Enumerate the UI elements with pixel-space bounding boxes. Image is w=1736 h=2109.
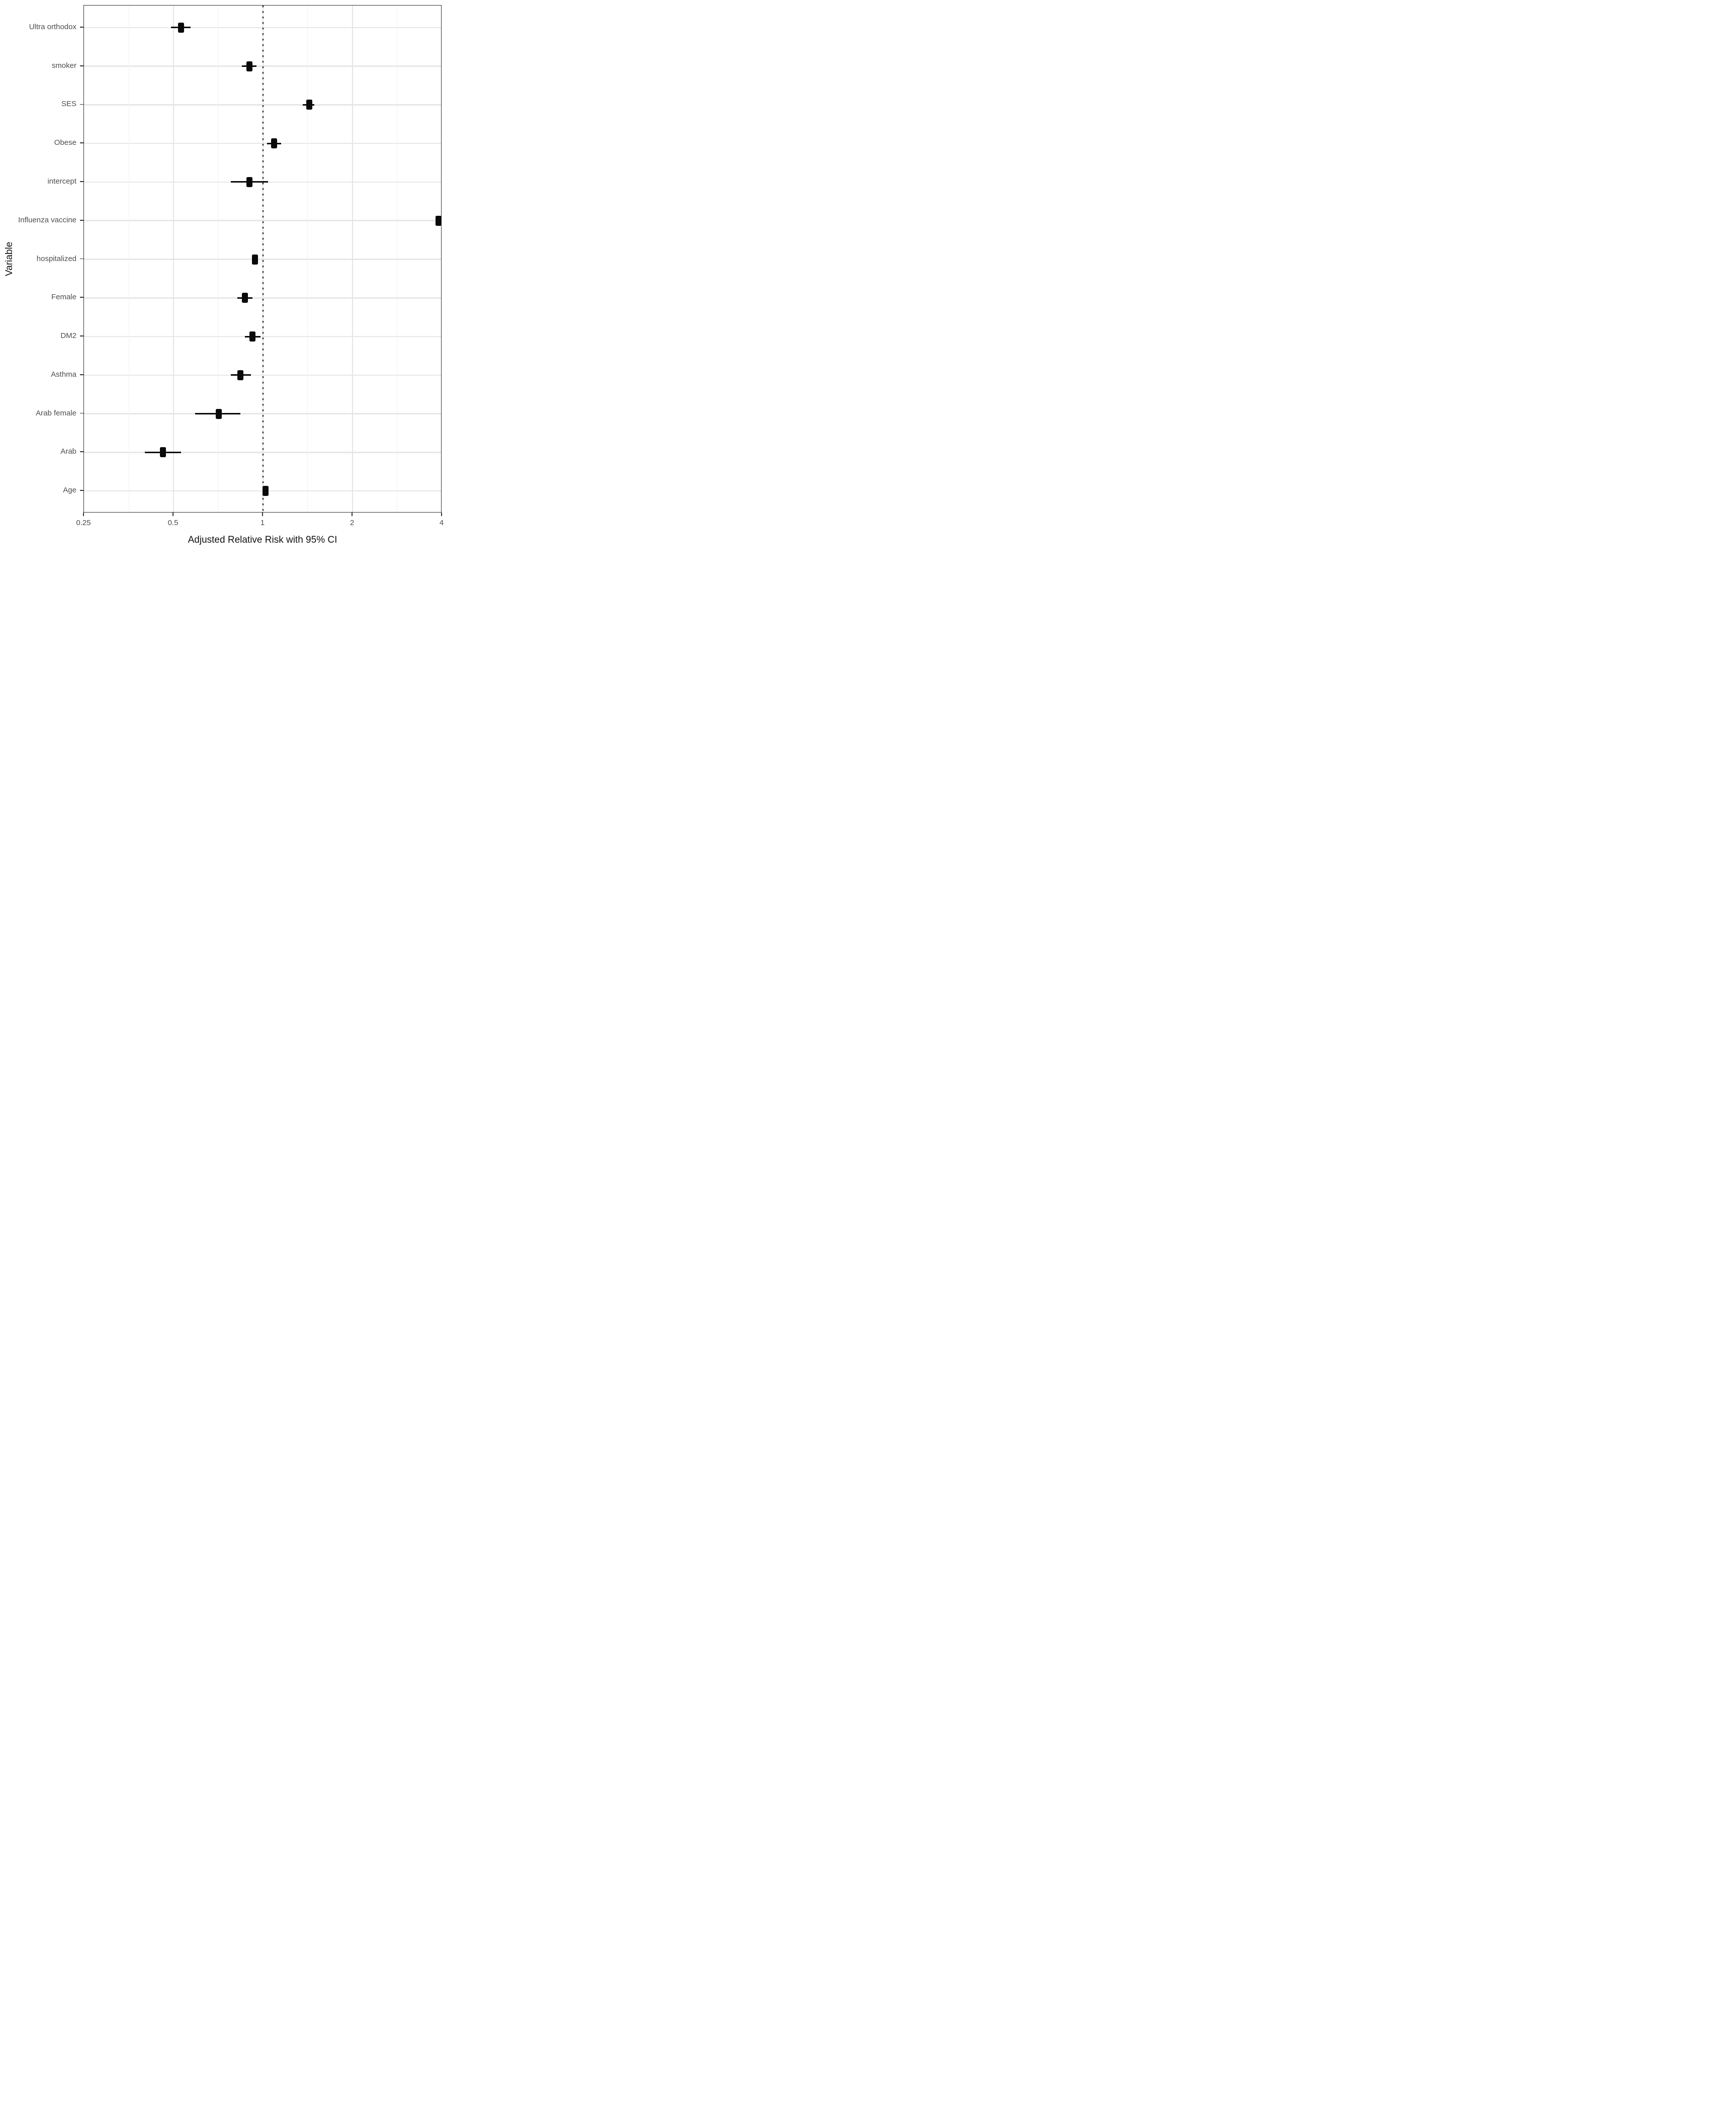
y-tick-mark [80,142,83,144]
x-tick-mark [172,513,173,516]
point-estimate-marker [178,22,184,33]
y-tick-label: Ultra orthodox [29,22,76,31]
y-tick-mark [80,335,83,336]
point-estimate-marker [216,408,222,419]
x-tick-mark [441,513,442,516]
y-tick-mark [80,374,83,375]
y-tick-mark [80,412,83,414]
vertical-minor-gridline [307,6,308,512]
forest-plot-figure: Variable Ultra orthodox smoker SES Obese int… [0,0,452,548]
y-tick-label: Arab female [36,408,76,417]
y-tick-label: smoker [51,61,76,70]
x-tick-label: 0.25 [76,519,91,527]
x-axis-title: Adjusted Relative Risk with 95% CI [188,535,337,545]
y-tick-label: Age [63,486,76,495]
y-tick-mark [80,104,83,105]
y-tick-mark [80,181,83,182]
y-tick-label: hospitalized [36,254,76,263]
x-tick-mark [352,513,353,516]
y-tick-label: Obese [54,138,76,147]
y-tick-label: intercept [47,177,76,186]
x-tick-mark [83,513,84,516]
y-tick-label: Influenza vaccine [18,215,76,224]
y-tick-mark [80,451,83,453]
vertical-major-gridline [352,6,353,512]
x-tick-label: 1 [260,519,265,527]
y-tick-label: Asthma [51,370,76,379]
y-tick-mark [80,490,83,491]
y-tick-label: DM2 [60,331,76,340]
point-estimate-marker [252,254,258,265]
point-estimate-marker [242,293,248,303]
x-tick-label: 2 [350,519,355,527]
x-tick-label: 4 [439,519,444,527]
y-tick-label: SES [61,100,76,109]
x-tick-mark [262,513,263,516]
y-tick-mark [80,65,83,66]
y-tick-mark [80,219,83,221]
y-tick-mark [80,258,83,260]
y-tick-mark [80,297,83,298]
point-estimate-marker [306,100,312,110]
point-estimate-marker [271,138,278,149]
y-tick-label: Arab [60,447,76,456]
point-estimate-marker [263,486,269,496]
point-estimate-marker [246,177,252,187]
point-estimate-marker [246,61,252,71]
plot-panel [83,5,442,513]
y-tick-label: Female [51,293,76,302]
y-tick-mark [80,27,83,28]
point-estimate-marker [435,215,442,226]
x-tick-label: 0.5 [167,519,179,527]
point-estimate-marker [237,370,244,380]
point-estimate-marker [249,331,255,342]
vertical-major-gridline [173,6,174,512]
reference-line-dotted [263,6,264,512]
point-estimate-marker [159,447,166,458]
